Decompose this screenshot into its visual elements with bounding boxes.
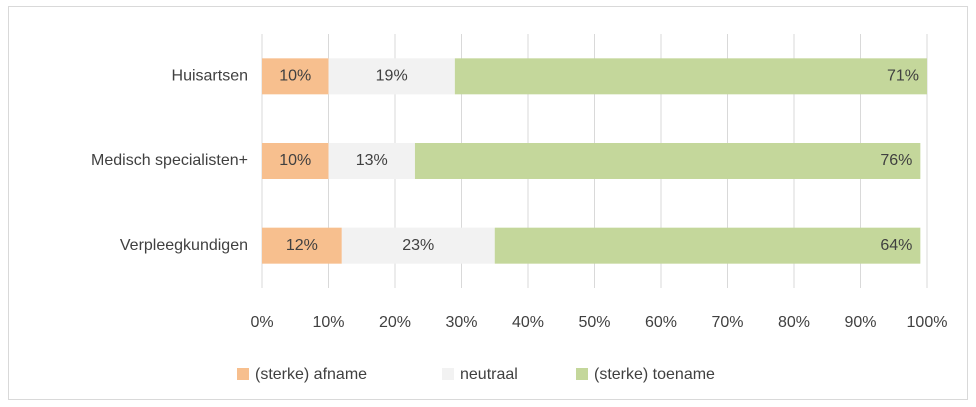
- data-label: 13%: [356, 152, 388, 169]
- y-tick-label: Verpleegkundigen: [120, 237, 248, 254]
- y-tick-label: Huisartsen: [172, 68, 248, 85]
- data-label: 10%: [279, 152, 311, 169]
- data-label: 71%: [887, 68, 919, 85]
- data-label: 23%: [402, 237, 434, 254]
- x-tick-label: 50%: [578, 314, 610, 331]
- x-tick-label: 80%: [778, 314, 810, 331]
- x-tick-label: 40%: [512, 314, 544, 331]
- data-label: 76%: [880, 152, 912, 169]
- data-label: 64%: [880, 237, 912, 254]
- x-tick-label: 0%: [250, 314, 273, 331]
- bar-segment: [328, 58, 455, 95]
- bar-segment: [494, 227, 921, 264]
- x-tick-label: 60%: [645, 314, 677, 331]
- legend-swatch: [442, 368, 454, 380]
- x-tick-label: 30%: [445, 314, 477, 331]
- legend-swatch: [237, 368, 249, 380]
- x-tick-label: 10%: [312, 314, 344, 331]
- bar-segment: [414, 143, 921, 179]
- x-tick-label: 70%: [711, 314, 743, 331]
- x-tick-label: 20%: [379, 314, 411, 331]
- legend-label: (sterke) toename: [594, 366, 715, 383]
- y-tick-label: Medisch specialisten+: [91, 152, 248, 169]
- x-tick-label: 90%: [844, 314, 876, 331]
- bar-segment: [328, 143, 415, 179]
- legend-swatch: [576, 368, 588, 380]
- legend-label: neutraal: [460, 366, 518, 383]
- bar-segment: [262, 143, 329, 179]
- bar-segment: [262, 58, 329, 95]
- bar-segment: [341, 227, 495, 264]
- bar-segment: [454, 58, 927, 95]
- x-tick-label: 100%: [907, 314, 948, 331]
- data-label: 19%: [376, 68, 408, 85]
- data-label: 10%: [279, 68, 311, 85]
- data-label: 12%: [286, 237, 318, 254]
- legend-label: (sterke) afname: [255, 366, 367, 383]
- bar-segment: [262, 227, 342, 264]
